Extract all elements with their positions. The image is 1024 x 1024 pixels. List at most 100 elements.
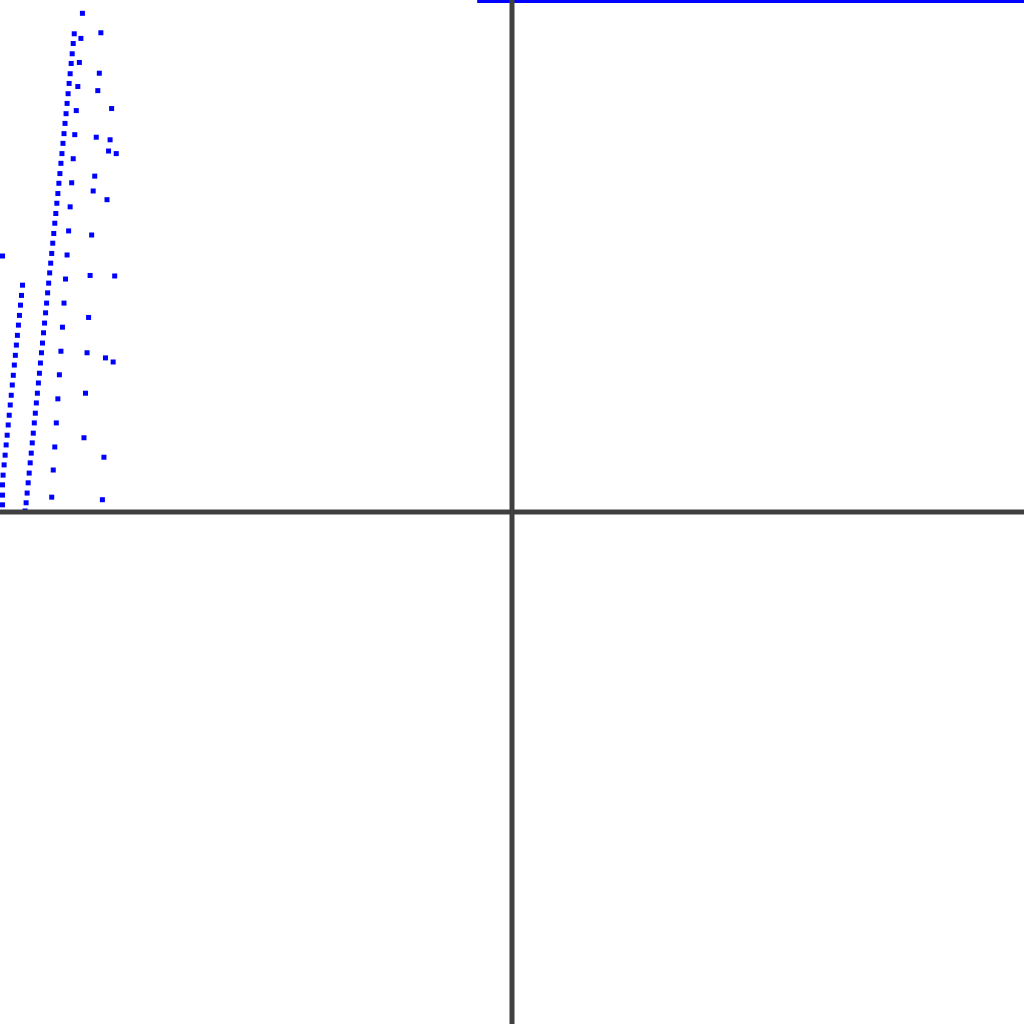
data-point — [24, 490, 30, 496]
data-point — [20, 282, 26, 288]
data-point — [52, 220, 58, 226]
data-point — [45, 290, 51, 296]
data-point — [9, 382, 15, 388]
data-point — [72, 132, 78, 138]
data-point — [33, 400, 39, 406]
data-point — [16, 312, 22, 318]
data-point — [89, 232, 95, 238]
data-point — [53, 211, 59, 217]
data-point — [32, 410, 38, 416]
data-point — [73, 108, 79, 114]
data-point — [36, 370, 42, 376]
data-point — [99, 497, 105, 503]
data-point — [55, 396, 61, 402]
data-point — [1, 462, 7, 468]
data-point — [12, 352, 18, 358]
data-point — [56, 180, 62, 186]
data-point — [0, 502, 5, 508]
data-point — [7, 402, 13, 408]
data-point — [0, 492, 5, 498]
data-point — [11, 362, 17, 368]
data-point — [86, 314, 92, 320]
data-point — [96, 70, 102, 76]
data-point — [101, 454, 107, 460]
data-point — [49, 494, 55, 500]
data-point — [70, 41, 76, 47]
data-point — [39, 340, 45, 346]
data-point — [57, 171, 63, 177]
data-point — [112, 273, 118, 279]
data-point — [84, 350, 90, 356]
data-point — [90, 188, 96, 194]
data-point — [104, 197, 110, 203]
data-point — [76, 59, 82, 65]
data-point — [10, 372, 16, 378]
data-point — [4, 432, 10, 438]
data-point — [31, 420, 37, 426]
data-point — [8, 392, 14, 398]
data-point — [78, 35, 84, 41]
data-point — [0, 253, 5, 259]
data-point — [25, 480, 31, 486]
data-point — [5, 422, 11, 428]
data-point — [56, 372, 62, 378]
data-point — [15, 322, 21, 328]
data-point — [106, 148, 112, 154]
data-point — [113, 151, 119, 157]
data-point — [62, 120, 68, 126]
data-point — [87, 272, 93, 278]
data-point — [64, 252, 70, 258]
data-point — [95, 88, 101, 94]
data-point — [68, 60, 74, 66]
data-point — [17, 302, 23, 308]
data-point — [55, 191, 61, 197]
data-point — [42, 320, 48, 326]
data-point — [75, 84, 81, 90]
data-point — [69, 180, 75, 186]
data-point — [50, 240, 56, 246]
data-point — [81, 435, 87, 441]
data-point — [102, 355, 108, 361]
data-point — [60, 140, 66, 146]
data-point — [49, 250, 55, 256]
data-point — [2, 452, 8, 458]
data-point — [14, 332, 20, 338]
data-point — [65, 91, 71, 97]
data-point — [34, 390, 40, 396]
data-point — [30, 430, 36, 436]
data-point — [6, 412, 12, 418]
data-point — [79, 10, 85, 16]
data-point — [0, 482, 5, 488]
data-point — [70, 156, 76, 162]
data-point — [28, 450, 34, 456]
data-point — [37, 360, 43, 366]
data-point — [58, 160, 64, 166]
data-point — [51, 230, 57, 236]
data-point — [19, 292, 25, 298]
data-point — [61, 300, 67, 306]
data-point — [98, 30, 104, 36]
data-point — [63, 276, 69, 282]
data-point — [38, 350, 44, 356]
data-point — [53, 420, 59, 426]
data-point — [58, 348, 64, 354]
data-point — [0, 472, 6, 478]
data-point — [44, 300, 50, 306]
data-point — [63, 111, 69, 117]
data-point — [66, 228, 72, 234]
data-point — [27, 460, 33, 466]
data-point — [52, 444, 58, 450]
data-point — [50, 467, 56, 473]
data-point — [109, 106, 115, 112]
data-point — [83, 390, 89, 396]
data-point — [71, 31, 77, 37]
data-point — [92, 173, 98, 179]
data-point — [3, 442, 9, 448]
data-point — [107, 137, 113, 143]
data-point — [67, 71, 73, 77]
data-point — [110, 359, 116, 365]
data-point — [41, 330, 47, 336]
data-point — [29, 440, 35, 446]
data-point — [61, 131, 67, 137]
